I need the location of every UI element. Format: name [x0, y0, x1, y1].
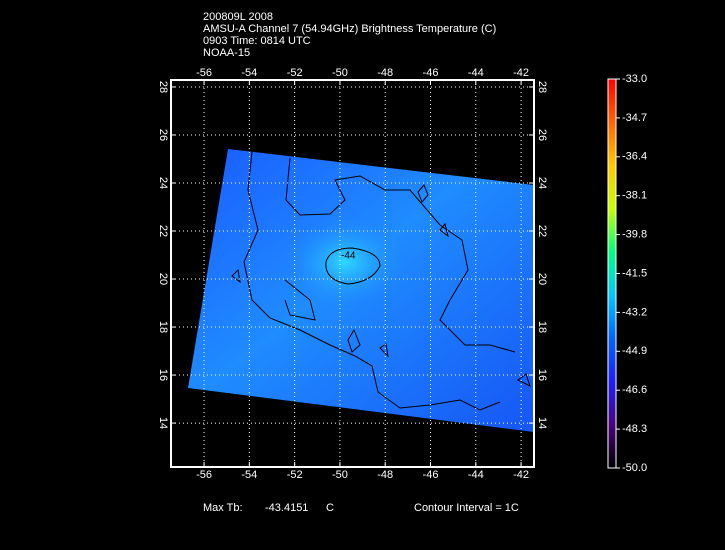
x-tick-label: -56: [196, 469, 212, 481]
y-tick-label: 14: [536, 417, 548, 429]
y-tick-label: 24: [157, 177, 169, 189]
y-tick-label: 26: [536, 129, 548, 141]
colorbar-scale: [607, 78, 617, 469]
colorbar-tick-label: -44.9: [622, 345, 647, 357]
colorbar-tick-label: -43.2: [622, 306, 647, 318]
y-tick-label: 28: [157, 81, 169, 93]
header: 200809L 2008 AMSU-A Channel 7 (54.94GHz)…: [203, 11, 496, 59]
x-tick-label: -44: [468, 67, 484, 79]
map-frame: [170, 79, 535, 468]
y-tick-label: 20: [157, 273, 169, 285]
x-tick-label: -56: [196, 67, 212, 79]
x-tick-label: -42: [513, 67, 529, 79]
y-tick-label: 22: [157, 225, 169, 237]
x-tick-label: -52: [287, 67, 303, 79]
x-tick-label: -44: [468, 469, 484, 481]
x-tick-label: -48: [377, 67, 393, 79]
contour-line: [243, 151, 501, 411]
x-tick-label: -50: [332, 469, 348, 481]
y-tick-label: 16: [536, 369, 548, 381]
x-tick-label: -46: [423, 469, 439, 481]
x-tick-label: -42: [513, 469, 529, 481]
colorbar-tick-label: -39.8: [622, 229, 647, 241]
y-tick-label: 22: [536, 225, 548, 237]
header-line: 200809L 2008: [203, 11, 273, 23]
header-line: 0903 Time: 0814 UTC: [203, 35, 311, 47]
max-value: -43.4151: [265, 502, 308, 514]
axes: -56 -56 -54 -54 -52 -52 -50 -50 -48 -48 -46 -46 -44 -…: [157, 67, 548, 481]
y-tick-label: 28: [536, 81, 548, 93]
y-tick-label: 16: [157, 369, 169, 381]
y-tick-label: 18: [157, 321, 169, 333]
colorbar-tick-label: -34.7: [622, 112, 647, 124]
x-tick-label: -54: [241, 469, 257, 481]
y-tick-label: 18: [536, 321, 548, 333]
colorbar-tick-label: -50.0: [622, 462, 647, 474]
y-tick-label: 24: [536, 177, 548, 189]
contour-line: [231, 184, 531, 387]
colorbar-tick-label: -48.3: [622, 423, 647, 435]
colorbar-tick-label: -41.5: [622, 267, 647, 279]
max-unit: C: [326, 502, 334, 514]
footer: Max Tb: -43.4151 C Contour Interval = 1C: [203, 502, 519, 514]
contour-line: [325, 247, 381, 285]
x-tick-label: -52: [287, 469, 303, 481]
y-tick-label: 20: [536, 273, 548, 285]
colorbar-tick-label: -46.6: [622, 384, 647, 396]
colorbar: -33.0 -34.7 -36.4 -38.1 -39.8 -41.5 -43.2 -44.9…: [607, 73, 647, 474]
colorbar-tick-label: -36.4: [622, 151, 647, 163]
swath: [188, 149, 534, 432]
x-tick-label: -54: [241, 67, 257, 79]
max-label: Max Tb:: [203, 502, 243, 514]
header-line: NOAA-15: [203, 47, 250, 59]
y-tick-label: 26: [157, 129, 169, 141]
contour-line: [284, 279, 316, 321]
x-tick-label: -46: [423, 67, 439, 79]
colorbar-tick-label: -38.1: [622, 190, 647, 202]
contour-label: -44: [341, 251, 356, 262]
warm-core: [285, 217, 405, 307]
colorbar-tick-label: -33.0: [622, 73, 647, 85]
y-tick-label: 14: [157, 417, 169, 429]
contour-interval: Contour Interval = 1C: [414, 502, 519, 514]
contour-line: [285, 157, 516, 353]
x-tick-label: -48: [377, 469, 393, 481]
header-line: AMSU-A Channel 7 (54.94GHz) Brightness T…: [203, 23, 496, 35]
x-tick-label: -50: [332, 67, 348, 79]
